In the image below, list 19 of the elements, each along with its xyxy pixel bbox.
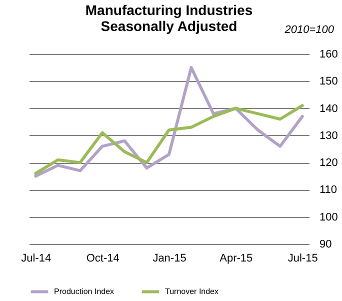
line-series (34, 66, 304, 178)
legend-label: Production Index (54, 286, 114, 296)
y-tick-label: 140 (320, 102, 338, 115)
y-tick-label: 130 (320, 130, 338, 142)
line-series (34, 104, 304, 175)
x-tick-label: Jul-15 (288, 252, 318, 264)
legend-label: Turnover Index (165, 286, 219, 296)
x-tick-label: Jul-14 (21, 252, 52, 264)
y-tick-label: 120 (320, 157, 338, 170)
y-tick-label: 160 (320, 48, 338, 60)
chart-title: Manufacturing Industries Seasonally Adjusted (85, 2, 253, 34)
y-tick-label: 150 (320, 76, 338, 88)
y-tick-label: 100 (320, 211, 338, 224)
text: 2010=100 (284, 24, 334, 36)
x-tick-label: Jan-15 (152, 252, 186, 264)
x-tick-label: Apr-15 (220, 252, 253, 264)
y-tick-label: 90 (320, 238, 332, 250)
x-tick-label: Oct-14 (86, 252, 120, 264)
y-tick-label: 110 (320, 184, 338, 196)
